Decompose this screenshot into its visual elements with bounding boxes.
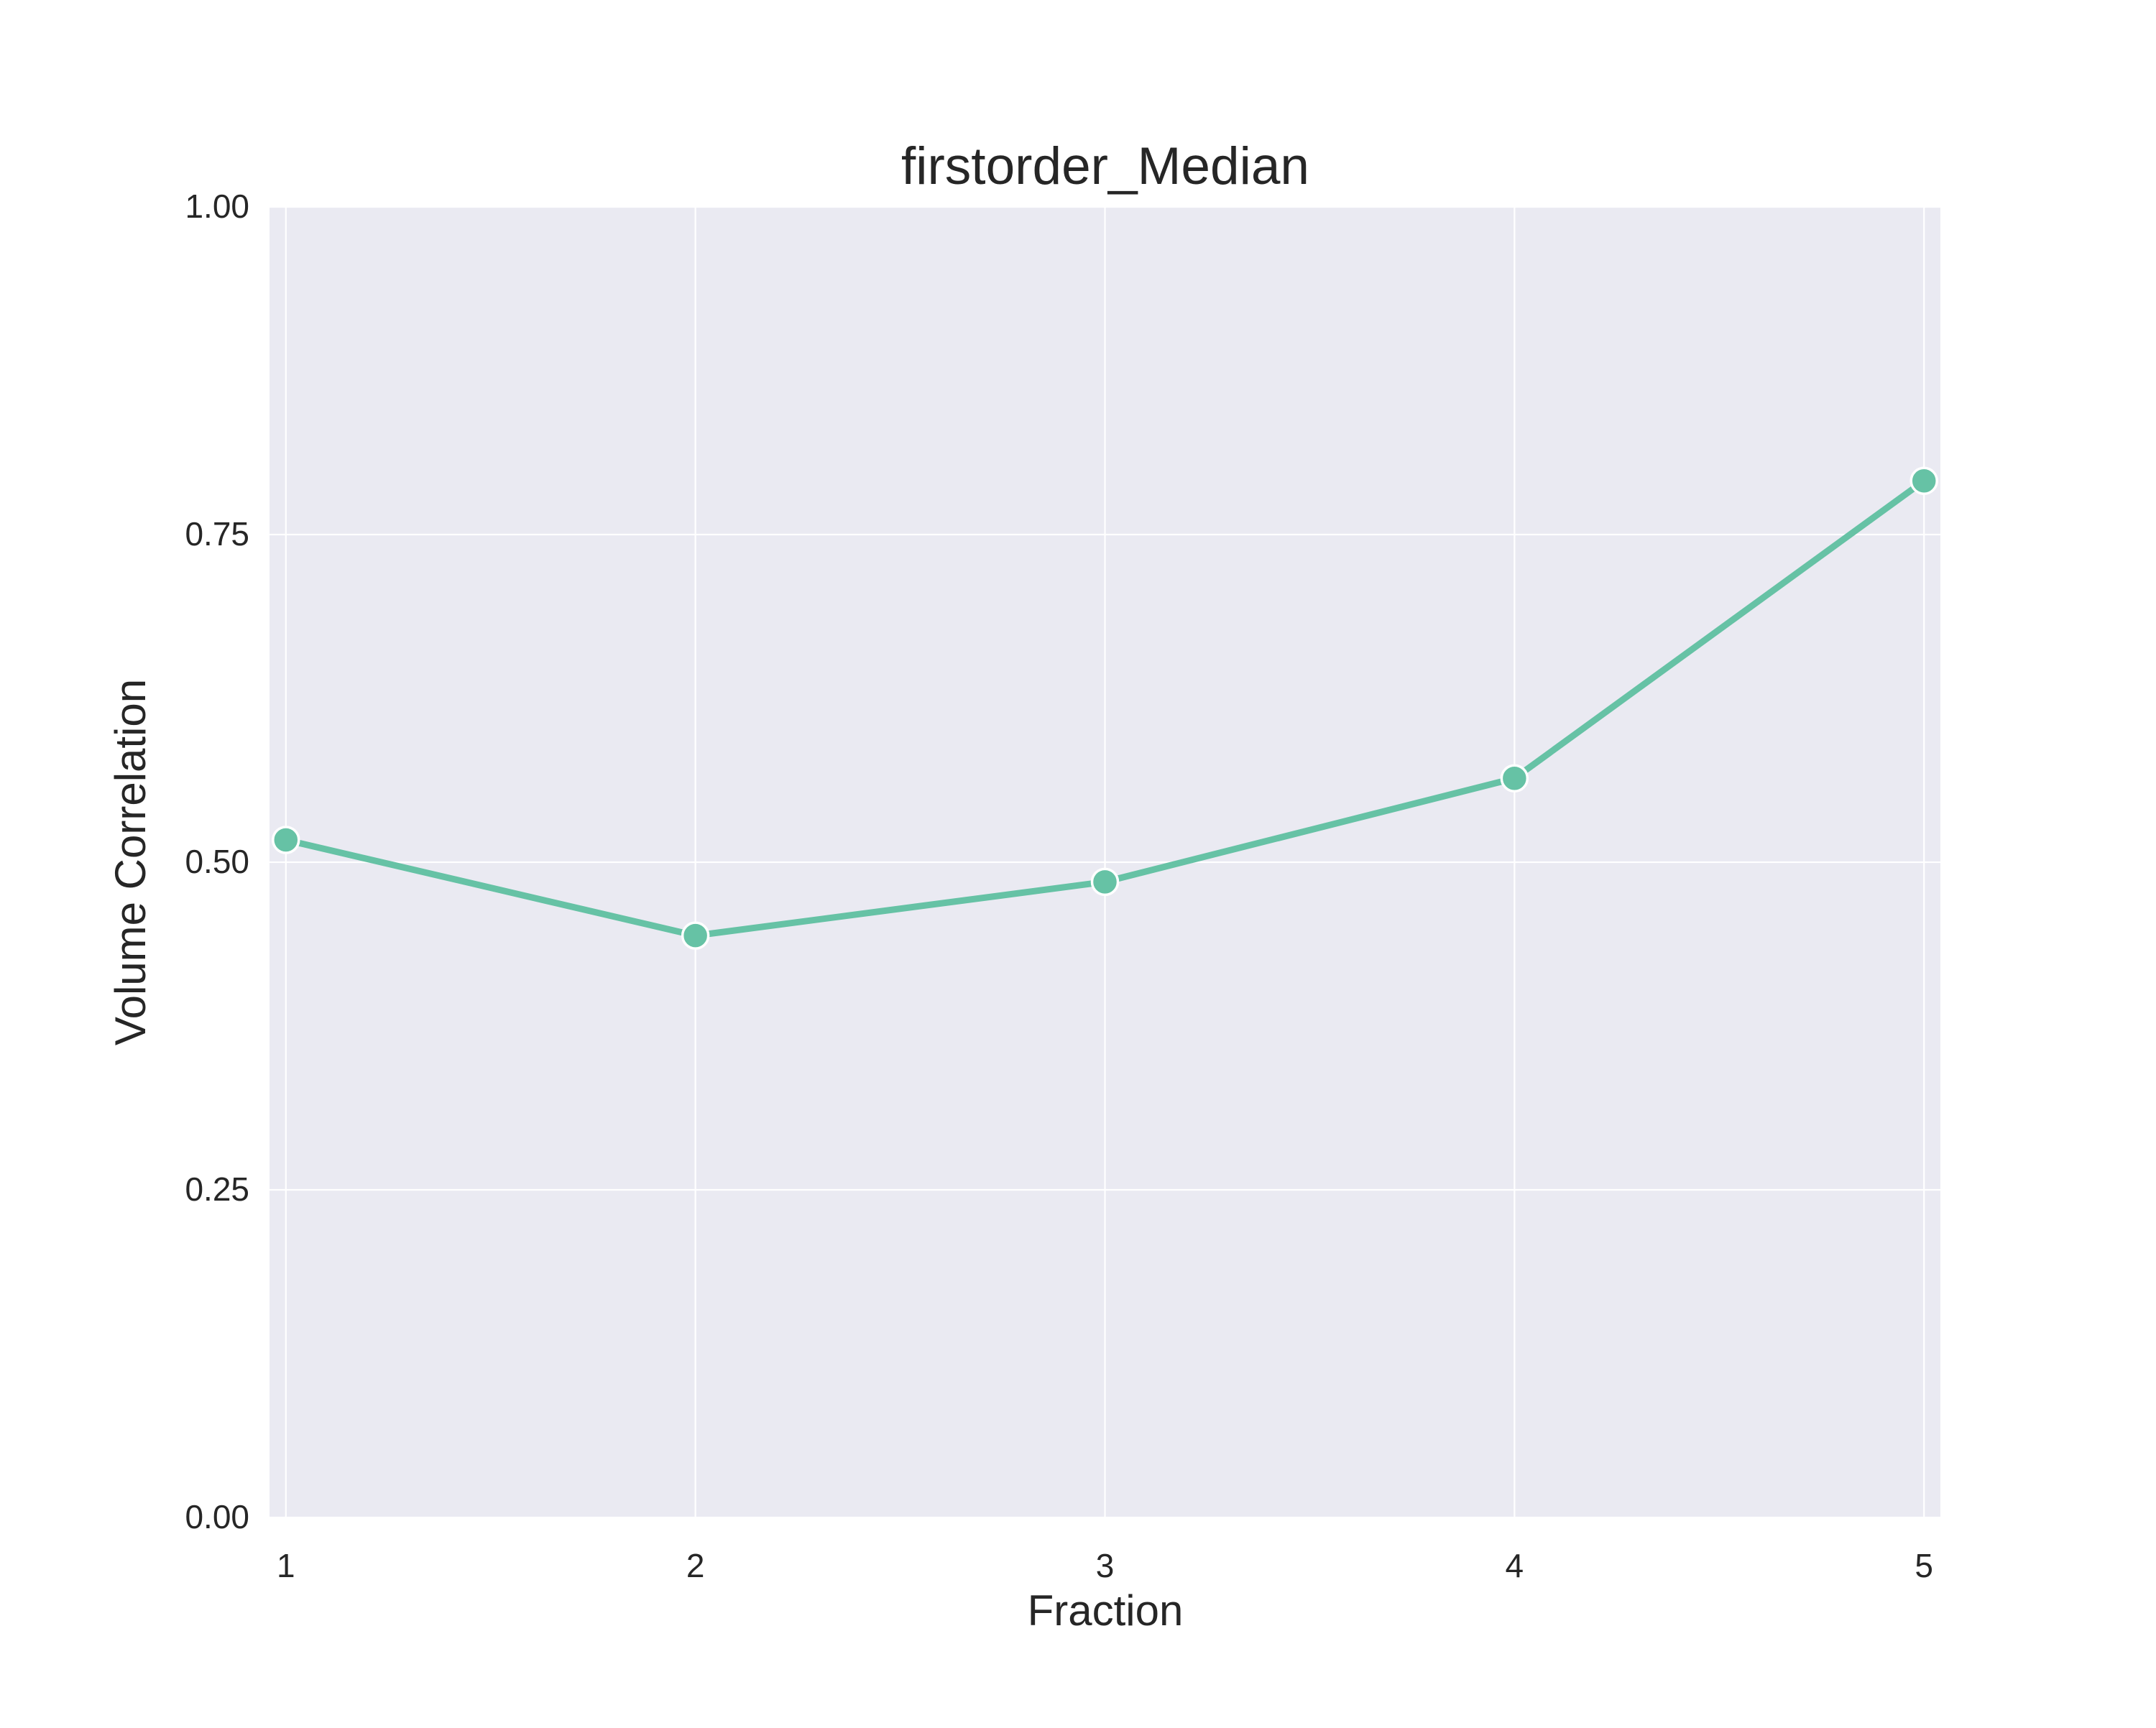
grid-lines bbox=[270, 205, 1940, 1519]
y-tick-label: 1.00 bbox=[185, 188, 249, 225]
y-axis-ticks: 0.00 0.25 0.50 0.75 1.00 bbox=[185, 188, 249, 1535]
chart-title: firstorder_Median bbox=[901, 137, 1309, 195]
data-point bbox=[1909, 466, 1938, 495]
data-point bbox=[1500, 764, 1529, 793]
x-tick-label: 4 bbox=[1506, 1547, 1524, 1584]
y-tick-label: 0.50 bbox=[185, 843, 249, 880]
x-tick-label: 2 bbox=[686, 1547, 705, 1584]
x-axis-label: Fraction bbox=[1028, 1586, 1184, 1635]
x-axis-ticks: 1 2 3 4 5 bbox=[277, 1547, 1933, 1584]
x-tick-label: 5 bbox=[1915, 1547, 1933, 1584]
data-point bbox=[1090, 867, 1120, 897]
x-tick-label: 3 bbox=[1096, 1547, 1115, 1584]
y-tick-label: 0.00 bbox=[185, 1498, 249, 1535]
y-tick-label: 0.25 bbox=[185, 1170, 249, 1208]
data-point bbox=[681, 921, 710, 950]
series-layer bbox=[272, 466, 1938, 950]
y-tick-label: 0.75 bbox=[185, 515, 249, 553]
y-axis-label: Volume Correlation bbox=[106, 679, 155, 1045]
data-point bbox=[272, 826, 300, 854]
x-tick-label: 1 bbox=[277, 1547, 295, 1584]
